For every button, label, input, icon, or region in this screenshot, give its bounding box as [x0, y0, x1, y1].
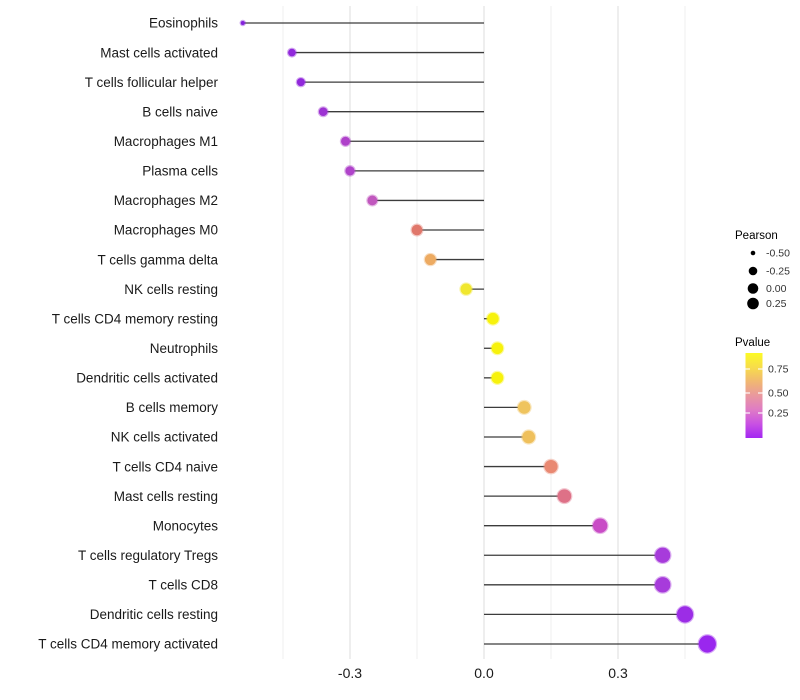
- pvalue-legend-label: 0.50: [768, 388, 789, 400]
- y-axis-label: Plasma cells: [142, 164, 218, 179]
- lollipop-dot: [410, 223, 424, 237]
- lollipop-dot: [697, 634, 718, 654]
- y-axis-label: Mast cells activated: [100, 45, 218, 60]
- y-axis-label: Macrophages M0: [114, 223, 218, 238]
- lollipop-dot: [653, 575, 672, 594]
- pvalue-colorbar: [745, 353, 763, 438]
- lollipop-dot: [239, 19, 246, 27]
- y-axis-label: NK cells activated: [111, 430, 218, 445]
- lollipop-dot: [490, 370, 505, 385]
- y-axis-label: T cells gamma delta: [97, 252, 218, 267]
- lollipop-dot: [295, 76, 307, 88]
- pearson-legend-title: Pearson: [735, 230, 778, 242]
- lollipop-dot: [286, 47, 297, 58]
- y-axis-label: T cells CD4 naive: [112, 459, 218, 474]
- pvalue-legend-label: 0.25: [768, 408, 789, 420]
- pearson-legend-label: -0.25: [766, 266, 790, 278]
- lollipop-dot: [344, 165, 356, 177]
- y-axis-label: T cells CD4 memory resting: [52, 311, 218, 326]
- y-axis-label: Eosinophils: [149, 16, 218, 31]
- pearson-legend-label: 0.25: [766, 298, 787, 310]
- pearson-legend-dot: [747, 297, 759, 310]
- lollipop-dot: [459, 282, 473, 296]
- lollipop-dot: [543, 458, 559, 475]
- pearson-legend-dot: [748, 266, 758, 276]
- y-axis-label: Monocytes: [153, 518, 219, 533]
- x-axis-tick-label: 0.0: [474, 665, 494, 681]
- y-axis-label: Dendritic cells activated: [76, 371, 218, 386]
- y-axis-label: T cells follicular helper: [85, 75, 219, 90]
- lollipop-dot: [591, 517, 609, 535]
- pvalue-legend-title: Pvalue: [735, 337, 770, 349]
- pvalue-legend-label: 0.75: [768, 364, 789, 376]
- lollipop-dot: [556, 488, 573, 505]
- lollipop-dot: [317, 106, 329, 118]
- lollipop-dot: [521, 429, 537, 445]
- y-axis-label: T cells regulatory Tregs: [78, 548, 218, 563]
- y-axis-label: Neutrophils: [150, 341, 219, 356]
- pearson-legend-dot: [747, 283, 759, 294]
- lollipop-dot: [339, 135, 352, 147]
- y-axis-label: Mast cells resting: [114, 489, 218, 504]
- y-axis-label: NK cells resting: [124, 282, 218, 297]
- y-axis-label: T cells CD4 memory activated: [38, 637, 218, 652]
- y-axis-label: Dendritic cells resting: [90, 607, 218, 622]
- x-axis-tick-label: -0.3: [338, 665, 362, 681]
- pearson-legend-dot: [750, 250, 756, 256]
- y-axis-label: T cells CD8: [148, 578, 218, 593]
- y-axis-label: B cells memory: [126, 400, 219, 415]
- y-axis-label: B cells naive: [142, 104, 218, 119]
- lollipop-dot: [423, 252, 438, 267]
- lollipop-dot: [490, 341, 505, 356]
- lollipop-dot: [485, 311, 500, 326]
- pearson-legend-label: -0.50: [766, 248, 790, 260]
- lollipop-dot: [366, 194, 379, 207]
- lollipop-dot: [516, 399, 532, 415]
- y-axis-label: Macrophages M1: [114, 134, 218, 149]
- x-axis-tick-label: 0.3: [608, 665, 628, 681]
- lollipop-dot: [653, 546, 672, 565]
- lollipop-dot: [675, 605, 695, 624]
- y-axis-label: Macrophages M2: [114, 193, 218, 208]
- pearson-legend-label: 0.00: [766, 283, 787, 295]
